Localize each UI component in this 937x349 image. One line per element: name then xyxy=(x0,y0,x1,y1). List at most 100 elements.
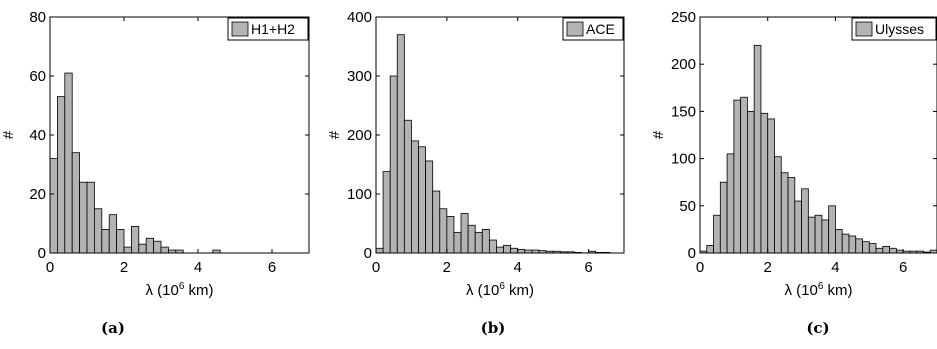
legend-swatch xyxy=(855,21,873,37)
subfigure-caption: (c) xyxy=(806,319,829,337)
histogram-bar xyxy=(138,243,147,254)
histogram-bar xyxy=(780,172,789,254)
histogram-bar xyxy=(396,34,405,254)
y-tick-label: 100 xyxy=(347,186,372,203)
legend: H1+H2 xyxy=(227,17,309,41)
x-tick-label: 2 xyxy=(764,259,772,276)
histogram-bar xyxy=(49,158,58,254)
legend-label: H1+H2 xyxy=(251,21,295,37)
x-axis-label: λ (106 km) xyxy=(784,281,852,299)
histogram-bar xyxy=(814,214,823,254)
histogram-bar xyxy=(474,231,483,254)
x-tick-label: 6 xyxy=(268,259,276,276)
histogram-bar xyxy=(439,208,448,254)
y-tick-label: 200 xyxy=(671,56,696,73)
histogram-bar xyxy=(740,96,748,254)
histogram-bar xyxy=(403,119,412,254)
histogram-bar xyxy=(101,228,110,254)
x-axis-label: λ (106 km) xyxy=(145,281,213,299)
histogram-bar xyxy=(821,219,830,254)
histogram-bar xyxy=(108,214,117,254)
x-tick-label: 6 xyxy=(899,259,907,276)
x-tick-label: 4 xyxy=(831,259,839,276)
legend: ACE xyxy=(562,17,624,41)
histogram-bar xyxy=(868,243,877,254)
histogram-bar xyxy=(94,208,103,254)
x-tick-label: 0 xyxy=(372,259,380,276)
y-tick-label: 80 xyxy=(29,9,46,26)
histogram-bar xyxy=(760,112,769,254)
y-tick-label: 20 xyxy=(29,186,46,203)
histogram-bar xyxy=(841,233,850,254)
histogram-bar xyxy=(726,153,735,254)
y-axis-label: # xyxy=(0,130,17,139)
histogram-bar xyxy=(425,160,434,254)
histogram-bar xyxy=(875,247,884,254)
legend-label: ACE xyxy=(586,21,615,37)
histogram-bar xyxy=(389,75,398,254)
histogram-bar xyxy=(446,216,455,254)
histogram-bar xyxy=(510,247,519,254)
x-tick-label: 0 xyxy=(696,259,704,276)
y-tick-label: 200 xyxy=(347,127,372,144)
subfigure-caption: (b) xyxy=(481,319,506,337)
histogram-bar xyxy=(481,228,490,254)
histogram-bar xyxy=(375,247,384,254)
y-tick-label: 40 xyxy=(29,127,46,144)
x-axis-label: λ (106 km) xyxy=(466,281,534,299)
histogram-bar xyxy=(882,245,890,254)
histogram-bar xyxy=(153,240,162,254)
x-tick-label: 6 xyxy=(584,259,592,276)
y-tick-label: 100 xyxy=(671,151,696,168)
histogram-bar xyxy=(733,99,742,254)
x-tick-label: 0 xyxy=(46,259,54,276)
histogram-bar xyxy=(801,188,809,254)
y-tick-label: 60 xyxy=(29,68,46,85)
histogram-bar xyxy=(116,228,125,254)
histogram-bar xyxy=(86,181,95,254)
histogram-bar xyxy=(855,238,863,254)
histogram-bar xyxy=(496,246,504,254)
y-tick-label: 150 xyxy=(671,103,696,120)
histogram-bar xyxy=(774,156,782,254)
histogram-bar xyxy=(747,111,755,254)
histogram-bar xyxy=(411,140,419,254)
histogram-bar xyxy=(807,216,816,254)
y-axis-label: # xyxy=(326,130,343,139)
histogram-bar xyxy=(753,44,762,254)
histogram-bar xyxy=(467,224,476,254)
histogram-bar xyxy=(71,152,80,254)
x-tick-label: 2 xyxy=(443,259,451,276)
legend-swatch xyxy=(566,21,584,37)
histogram-bar xyxy=(488,239,497,254)
histogram-bar xyxy=(382,171,391,254)
y-tick-label: 400 xyxy=(347,9,372,26)
histogram-bar xyxy=(123,246,132,254)
histogram-bar xyxy=(862,241,870,254)
histogram-bar xyxy=(889,247,897,254)
histogram-bar xyxy=(787,177,796,254)
histogram-bar xyxy=(835,228,843,254)
histogram-bar xyxy=(517,249,526,254)
x-tick-label: 2 xyxy=(120,259,128,276)
histogram-bar xyxy=(503,244,512,254)
subfigure-caption: (a) xyxy=(101,319,125,337)
histogram-bar xyxy=(848,235,857,254)
histogram-bar xyxy=(79,181,88,254)
histogram-bar xyxy=(794,200,802,254)
legend-swatch xyxy=(231,21,249,37)
histogram-bar xyxy=(432,190,441,254)
x-tick-label: 4 xyxy=(514,259,522,276)
legend-label: Ulysses xyxy=(875,21,924,37)
histogram-bar xyxy=(160,246,169,254)
histogram-bar xyxy=(767,118,775,254)
histogram-bar xyxy=(57,96,66,254)
legend: Ulysses xyxy=(851,17,937,41)
y-axis-label: # xyxy=(650,130,667,139)
histogram-bar xyxy=(64,72,73,254)
histogram-panel-a: 0 20 40 60 80 0 2 4 6 # λ (106 km) H1+H2 (a) xyxy=(0,9,310,337)
x-tick-label: 4 xyxy=(194,259,202,276)
histogram-bar xyxy=(130,226,140,254)
histogram-bar xyxy=(145,237,154,254)
